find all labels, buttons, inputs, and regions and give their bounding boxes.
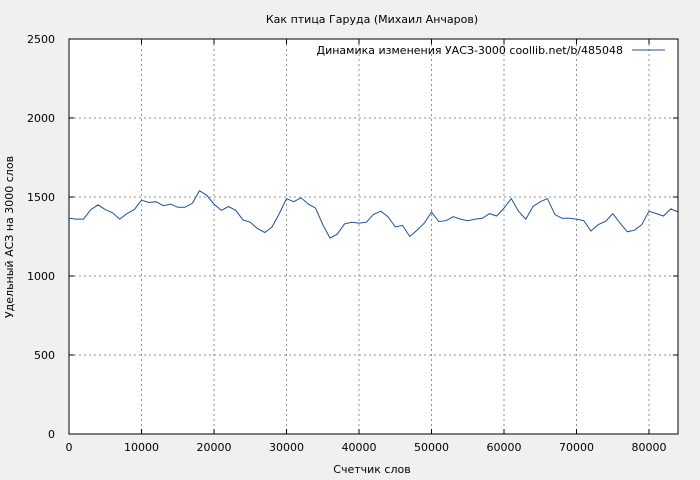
x-tick-label: 10000 bbox=[124, 441, 159, 454]
y-tick-label: 1000 bbox=[27, 270, 55, 283]
plot-area bbox=[68, 38, 679, 435]
grid bbox=[69, 39, 678, 434]
x-axis-label: Счетчик слов bbox=[333, 463, 410, 476]
y-tick-label: 2000 bbox=[27, 112, 55, 125]
y-tick-label: 500 bbox=[34, 349, 55, 362]
x-tick-label: 0 bbox=[66, 441, 73, 454]
x-tick-label: 20000 bbox=[197, 441, 232, 454]
series-line bbox=[68, 189, 679, 239]
x-tick-label: 40000 bbox=[342, 441, 377, 454]
y-tick-label: 0 bbox=[48, 428, 55, 441]
x-tick-label: 50000 bbox=[414, 441, 449, 454]
legend: Динамика изменения УАСЗ-3000 coollib.net… bbox=[317, 44, 665, 57]
axis-ticks: 0 10000 20000 30000 40000 50000 60000 70000 8000… bbox=[27, 33, 678, 454]
legend-label: Динамика изменения УАСЗ-3000 coollib.net… bbox=[317, 44, 624, 57]
y-axis-label: Удельный АСЗ на 3000 слов bbox=[3, 156, 16, 318]
x-tick-label: 60000 bbox=[487, 441, 522, 454]
x-tick-label: 30000 bbox=[269, 441, 304, 454]
chart-title: Как птица Гаруда (Михаил Анчаров) bbox=[266, 13, 478, 26]
y-tick-label: 1500 bbox=[27, 191, 55, 204]
y-tick-label: 2500 bbox=[27, 33, 55, 46]
x-tick-label: 70000 bbox=[559, 441, 594, 454]
x-tick-label: 80000 bbox=[632, 441, 667, 454]
